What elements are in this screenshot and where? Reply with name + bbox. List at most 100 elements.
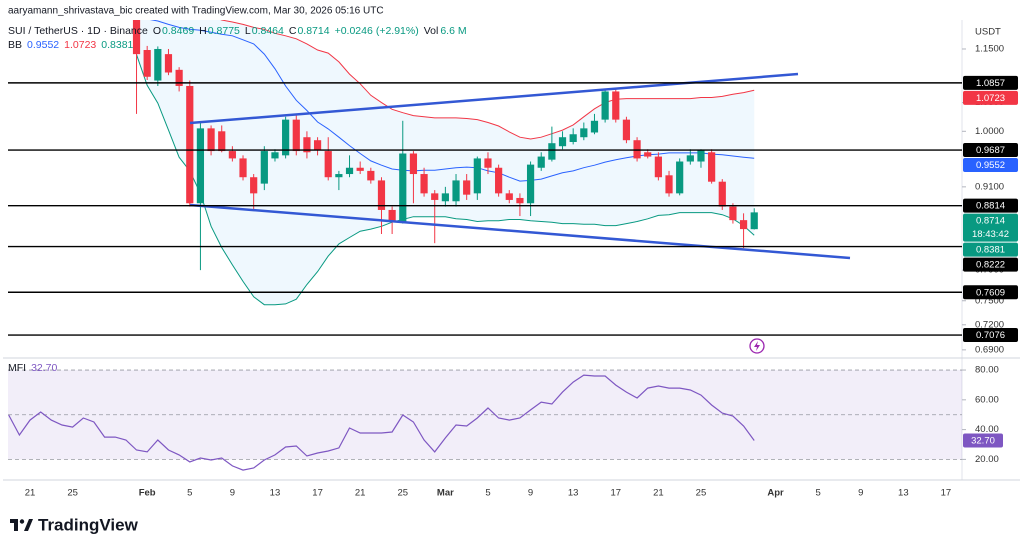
indicator-pane bbox=[8, 369, 962, 471]
level-label-box bbox=[963, 257, 1018, 272]
ohlc-key: L bbox=[245, 25, 251, 37]
candle-body bbox=[441, 193, 449, 202]
y-tick-label: 0.7500 bbox=[975, 295, 1004, 306]
x-tick-label: 21 bbox=[653, 488, 664, 499]
x-tick-label: 25 bbox=[67, 488, 78, 499]
symbol-title: SUI / TetherUS · 1D · Binance bbox=[8, 25, 148, 37]
x-tick-label: 9 bbox=[230, 488, 235, 499]
x-tick-label: Apr bbox=[767, 488, 784, 499]
countdown: 18:43:42 bbox=[972, 229, 1009, 240]
candle-body bbox=[207, 128, 215, 152]
candle-body bbox=[622, 119, 631, 141]
x-tick-label: 17 bbox=[610, 488, 621, 499]
level-label-box bbox=[963, 328, 1018, 343]
x-tick-label: 9 bbox=[528, 488, 533, 499]
candle-body bbox=[132, 20, 141, 55]
mfi-y-tick-label: 60.00 bbox=[975, 394, 999, 405]
candle-body bbox=[654, 156, 662, 178]
brand: TradingView bbox=[38, 515, 139, 534]
level-label: 0.9687 bbox=[976, 145, 1005, 156]
candle-body bbox=[473, 158, 481, 194]
candle-body bbox=[175, 69, 183, 86]
attribution: aaryamann_shrivastava_bic created with T… bbox=[8, 6, 384, 17]
mfi-value: 32.70 bbox=[31, 362, 57, 374]
last-price-label: 0.8714 bbox=[976, 216, 1005, 227]
event-icon bbox=[749, 338, 765, 354]
x-tick-label: 21 bbox=[355, 488, 366, 499]
candle-body bbox=[303, 137, 311, 153]
candle-body bbox=[516, 197, 524, 204]
candle-body bbox=[377, 180, 386, 210]
level-label: 0.7609 bbox=[976, 287, 1005, 298]
candle-body bbox=[164, 54, 173, 73]
ohlc-value: 0.8714 bbox=[297, 25, 329, 37]
candle-body bbox=[718, 181, 726, 207]
trendlines bbox=[189, 72, 851, 260]
candle-body bbox=[292, 119, 300, 152]
x-tick-label: 17 bbox=[941, 488, 952, 499]
x-tick-label: 5 bbox=[187, 488, 192, 499]
x-tick-label: Feb bbox=[139, 488, 156, 499]
y-tick-label: 0.7200 bbox=[975, 319, 1004, 330]
level-label-box bbox=[963, 143, 1018, 158]
bb-name: BB bbox=[8, 39, 22, 51]
candle-body bbox=[282, 119, 290, 156]
axes: 1.15001.05001.00000.91000.79000.75000.72… bbox=[25, 43, 1018, 499]
candle-body bbox=[601, 91, 609, 120]
candle-body bbox=[228, 151, 236, 159]
candle-body bbox=[356, 167, 364, 171]
bb-price-label-box bbox=[963, 158, 1018, 173]
candle-body bbox=[548, 143, 556, 160]
candle-body bbox=[218, 131, 226, 152]
level-label: 0.8814 bbox=[976, 201, 1005, 212]
candle-body bbox=[431, 193, 439, 200]
candle-body bbox=[729, 206, 737, 221]
x-tick-label: 25 bbox=[397, 488, 408, 499]
candle-body bbox=[250, 177, 258, 194]
y-tick-label: 0.9100 bbox=[975, 181, 1004, 192]
ohlc-key: H bbox=[199, 25, 207, 37]
legend-line: BB 0.9552 1.0723 0.8381 bbox=[8, 39, 134, 51]
x-tick-label: 17 bbox=[312, 488, 323, 499]
candle-body bbox=[271, 152, 279, 159]
x-tick-label: 21 bbox=[25, 488, 36, 499]
mfi-last-label: 32.70 bbox=[971, 435, 995, 446]
bb-value: 0.8381 bbox=[101, 39, 133, 51]
bb-price-label-box bbox=[963, 242, 1018, 257]
last-price-label-box bbox=[963, 213, 1018, 242]
x-tick-label: 5 bbox=[485, 488, 490, 499]
level-label-box bbox=[963, 198, 1018, 213]
candle-body bbox=[739, 220, 748, 230]
currency: USDT bbox=[975, 27, 1001, 38]
candle-body bbox=[186, 85, 194, 204]
bb-price-label: 0.9552 bbox=[976, 160, 1005, 171]
candle-body bbox=[569, 134, 577, 142]
mfi-name: MFI bbox=[8, 362, 26, 374]
change-percent: (+2.91%) bbox=[376, 25, 419, 37]
candle-body bbox=[239, 158, 247, 178]
x-tick-label: 5 bbox=[815, 488, 820, 499]
mfi-y-tick-label: 40.00 bbox=[975, 424, 999, 435]
mfi-y-tick-label: 80.00 bbox=[975, 365, 999, 376]
candle-body bbox=[612, 91, 620, 120]
price-pane bbox=[132, 20, 758, 306]
candle-body bbox=[345, 167, 354, 175]
candle-body bbox=[644, 152, 652, 157]
bb-value: 0.9552 bbox=[27, 39, 59, 51]
level-label: 0.7076 bbox=[976, 330, 1005, 341]
ohlc-key: O bbox=[153, 25, 161, 37]
candle-body bbox=[537, 156, 545, 168]
candle-body bbox=[367, 170, 375, 181]
candle-body bbox=[558, 137, 567, 147]
candle-body bbox=[495, 167, 503, 194]
candle-body bbox=[409, 153, 418, 175]
x-tick-label: Mar bbox=[437, 488, 454, 499]
candle-body bbox=[452, 180, 460, 202]
candle-body bbox=[335, 174, 343, 178]
volume-key: Vol bbox=[424, 25, 439, 37]
candle-body bbox=[505, 193, 513, 200]
trendline bbox=[189, 203, 851, 260]
